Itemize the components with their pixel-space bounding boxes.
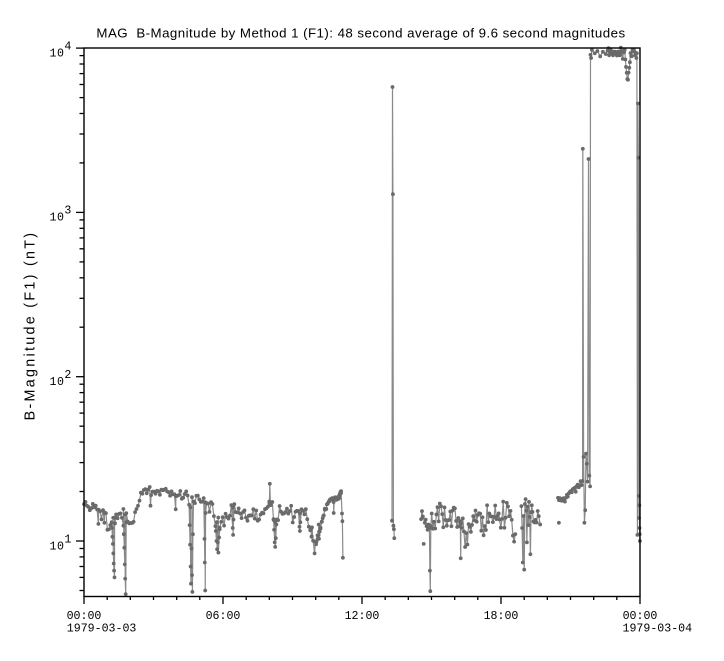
svg-text:B-Magnitude (F1) (nT): B-Magnitude (F1) (nT) bbox=[23, 231, 39, 421]
svg-text:MAG B-Magnitude by Method 1 (: MAG B-Magnitude by Method 1 (F1): 48 sec… bbox=[96, 26, 625, 41]
svg-text:06:00: 06:00 bbox=[206, 610, 241, 623]
svg-text:00:00: 00:00 bbox=[67, 610, 102, 623]
svg-text:18:00: 18:00 bbox=[484, 610, 519, 623]
svg-text:00:00: 00:00 bbox=[623, 610, 658, 623]
svg-text:12:00: 12:00 bbox=[345, 610, 380, 623]
svg-text:1979-03-04: 1979-03-04 bbox=[623, 622, 693, 635]
svg-text:1979-03-03: 1979-03-03 bbox=[67, 622, 137, 635]
